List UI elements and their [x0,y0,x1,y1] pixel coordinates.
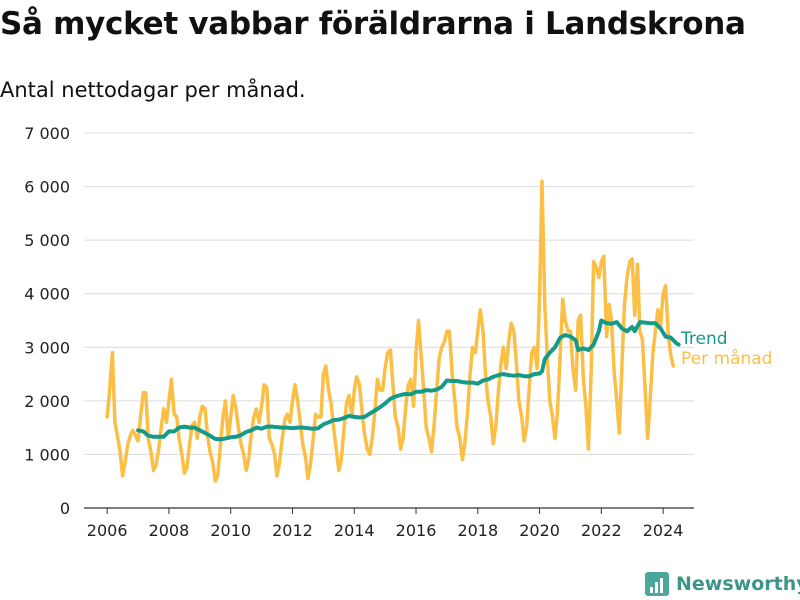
x-tick-label: 2010 [210,521,251,540]
x-tick-label: 2022 [581,521,622,540]
x-tick-label: 2020 [519,521,560,540]
x-tick-label: 2008 [149,521,190,540]
y-tick-label: 5 000 [24,231,70,250]
x-tick-label: 2018 [457,521,498,540]
x-tick-label: 2012 [272,521,313,540]
chart-title: Så mycket vabbar föräldrarna i Landskron… [0,6,746,42]
y-axis: 0 1 000 2 000 3 000 4 000 5 000 6 000 7 000 [24,124,70,518]
series-line-trend [136,318,681,442]
x-tick-label: 2024 [643,521,684,540]
x-axis: 2006 2008 2010 2012 2014 2016 2018 2020 2022 2024 [84,507,694,540]
y-tick-label: 6 000 [24,178,70,197]
series-label-monthly: Per månad [681,348,772,369]
x-tick-label: 2006 [87,521,128,540]
series-line-monthly [105,179,676,483]
gridlines [84,132,694,455]
bar-chart-icon [645,572,669,596]
brand-name: Newsworthy [676,573,800,595]
y-tick-label: 4 000 [24,285,70,304]
series-label-trend: Trend [680,329,728,349]
series-lines [105,179,681,483]
y-tick-label: 2 000 [24,392,70,411]
y-tick-label: 3 000 [24,338,70,357]
chart-subtitle: Antal nettodagar per månad. [0,78,306,102]
x-tick-label: 2016 [396,521,437,540]
y-tick-label: 7 000 [24,124,70,143]
x-tick-label: 2014 [334,521,375,540]
y-tick-label: 1 000 [24,445,70,464]
newsworthy-logo: Newsworthy [645,570,800,598]
y-tick-label: 0 [60,499,70,518]
